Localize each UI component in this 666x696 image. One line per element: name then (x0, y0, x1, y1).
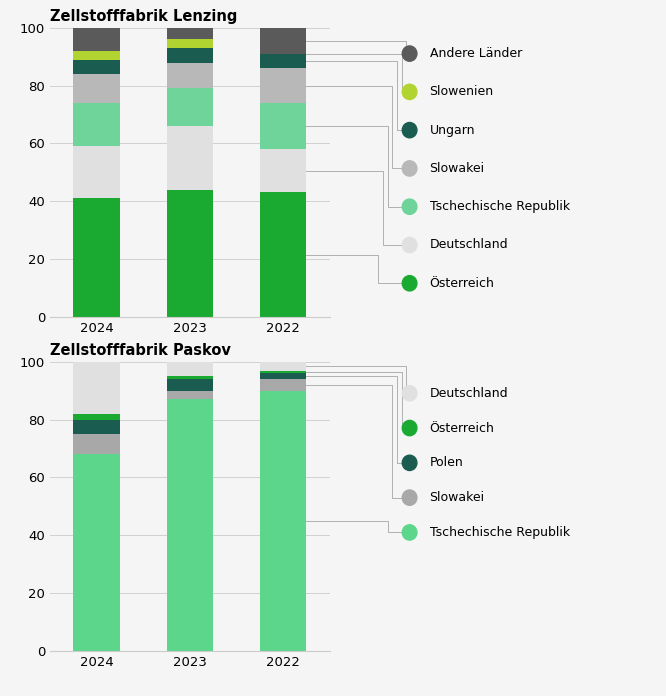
Bar (166, 390, 213, 400)
Bar (73, 420, 120, 434)
Text: Österreich: Österreich (430, 422, 494, 434)
Bar (73, 146, 120, 198)
Text: Zellstofffabrik Paskov: Zellstofffabrik Paskov (50, 343, 231, 358)
Text: Andere Länder: Andere Länder (430, 47, 522, 60)
Bar (260, 374, 306, 379)
Text: Deutschland: Deutschland (430, 239, 508, 251)
Bar (166, 40, 213, 48)
Text: Slowakei: Slowakei (430, 162, 485, 175)
Text: Ungarn: Ungarn (430, 124, 475, 136)
Bar (260, 391, 306, 651)
Bar (260, 379, 306, 391)
Bar (73, 434, 120, 454)
Text: Slowakei: Slowakei (430, 491, 485, 504)
Bar (260, 68, 306, 103)
Bar (166, 63, 213, 88)
Bar (260, 362, 306, 370)
Bar (73, 51, 120, 60)
Bar (73, 74, 120, 103)
Bar (73, 28, 120, 51)
Bar (166, 48, 213, 63)
Text: Tschechische Republik: Tschechische Republik (430, 200, 569, 213)
Text: Österreich: Österreich (430, 277, 494, 290)
Bar (166, 362, 213, 377)
Bar (166, 28, 213, 40)
Bar (166, 400, 213, 651)
Bar (73, 454, 120, 651)
Bar (260, 54, 306, 68)
Bar (73, 414, 120, 420)
Bar (73, 60, 120, 74)
Text: Polen: Polen (430, 457, 464, 469)
Text: Slowenien: Slowenien (430, 86, 494, 98)
Bar (166, 189, 213, 317)
Bar (260, 193, 306, 317)
Bar (166, 126, 213, 189)
Text: Tschechische Republik: Tschechische Republik (430, 526, 569, 539)
Bar (260, 103, 306, 149)
Bar (166, 88, 213, 126)
Bar (166, 379, 213, 391)
Bar (260, 28, 306, 54)
Bar (260, 370, 306, 374)
Bar (73, 103, 120, 146)
Text: Deutschland: Deutschland (430, 387, 508, 400)
Text: Zellstofffabrik Lenzing: Zellstofffabrik Lenzing (50, 9, 237, 24)
Bar (166, 377, 213, 379)
Bar (73, 362, 120, 414)
Bar (260, 149, 306, 193)
Bar (73, 198, 120, 317)
